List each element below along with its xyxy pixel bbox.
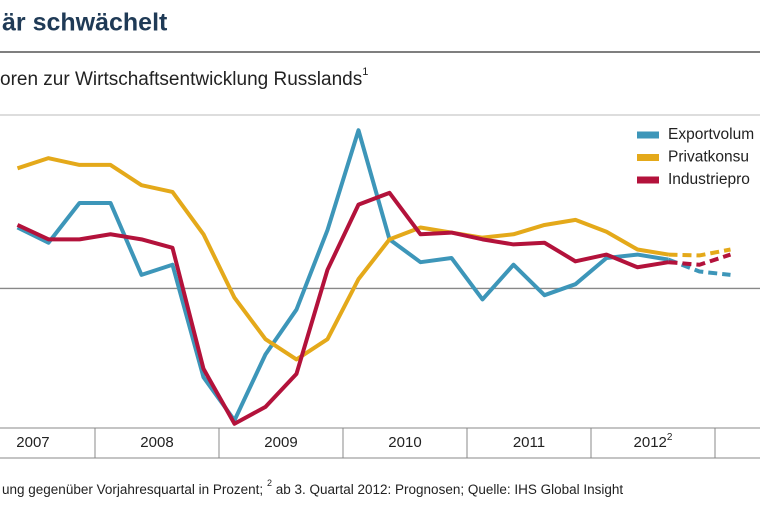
- x-tick-label: 2011: [513, 434, 545, 451]
- series-line: [16, 128, 731, 423]
- x-tick-note: 2: [667, 432, 673, 443]
- footnote-text: ab 3. Quartal 2012: Prognosen; Quelle: I…: [272, 482, 623, 497]
- x-tick-text: 2009: [264, 434, 297, 451]
- footnote-note: 2: [267, 478, 272, 488]
- chart-subtitle: oren zur Wirtschaftsentwicklung Russland…: [0, 66, 368, 90]
- subtitle-note: 1: [362, 66, 368, 78]
- line-actual: [16, 156, 669, 362]
- legend-label: Privatkonsu: [668, 149, 749, 166]
- x-tick-label: 2010: [388, 434, 421, 451]
- line-forecast: [667, 257, 731, 277]
- line-actual: [16, 128, 669, 423]
- x-tick-label: 20122: [634, 432, 673, 451]
- legend-label: Industriepro: [668, 171, 750, 188]
- legend-label: Exportvolum: [668, 126, 754, 143]
- x-tick-text: 2007: [16, 434, 49, 451]
- chart-title: är schwächelt: [2, 9, 168, 37]
- x-tick-text: 2011: [513, 434, 545, 451]
- footnote: ung gegenüber Vorjahresquartal in Prozen…: [2, 478, 623, 496]
- subtitle-text: oren zur Wirtschaftsentwicklung Russland…: [0, 69, 362, 90]
- x-tick-label: 2009: [264, 434, 297, 451]
- x-tick-text: 2010: [388, 434, 421, 451]
- legend-swatch: [637, 154, 659, 161]
- x-tick-label: 2008: [140, 434, 173, 451]
- x-tick-text: 2012: [634, 434, 667, 451]
- legend-swatch: [637, 176, 659, 184]
- line-forecast: [668, 247, 731, 258]
- line-forecast: [668, 252, 732, 267]
- x-tick-text: 2008: [140, 434, 173, 451]
- series-line: [16, 190, 732, 426]
- line-actual: [16, 190, 669, 426]
- series-line: [16, 156, 731, 362]
- legend-swatch: [637, 131, 659, 139]
- x-tick-label: 2007: [16, 434, 49, 451]
- footnote-text: ung gegenüber Vorjahresquartal in Prozen…: [2, 482, 267, 497]
